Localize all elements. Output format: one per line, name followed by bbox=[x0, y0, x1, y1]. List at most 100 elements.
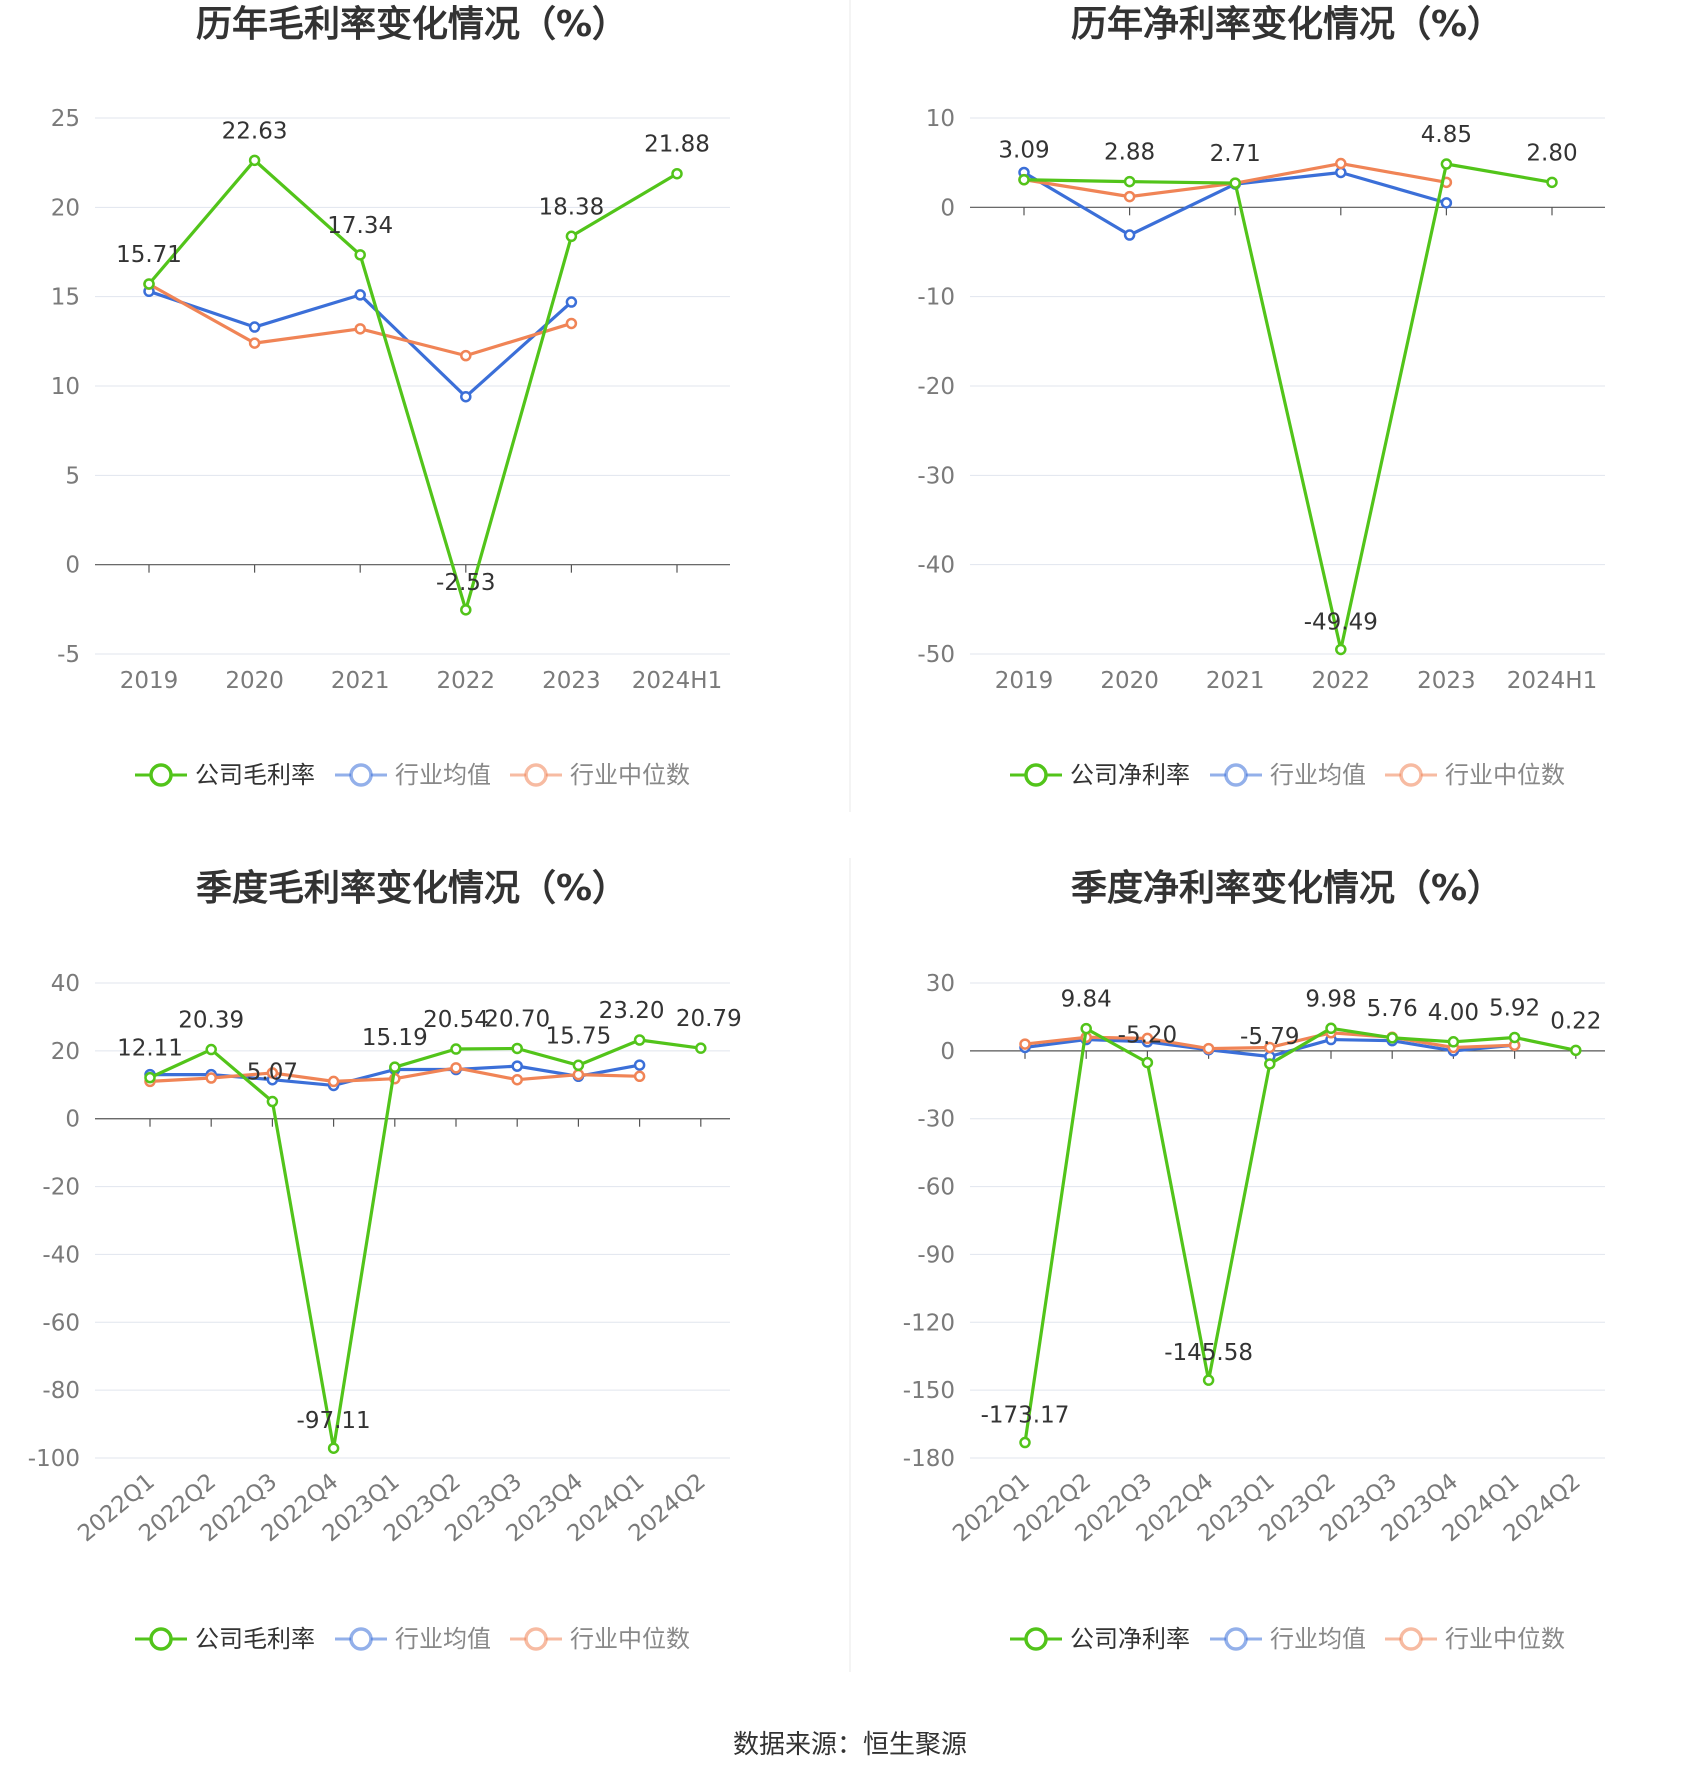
y-tick-label: -100 bbox=[28, 1446, 80, 1472]
data-label: -5.79 bbox=[1240, 1024, 1300, 1050]
x-tick-label: 2021 bbox=[1206, 668, 1265, 694]
series-point-1 bbox=[460, 390, 472, 403]
legend: 公司净利率 行业均值 行业中位数 bbox=[1010, 761, 1565, 789]
chart-panel-4: 季度净利率变化情况（%）300-30-60-90-120-150-1802022… bbox=[903, 867, 1605, 1653]
series-line-0 bbox=[147, 158, 678, 612]
series-point-2 bbox=[248, 337, 261, 349]
series-point-0 bbox=[572, 1059, 585, 1072]
series-point-0 bbox=[460, 604, 472, 616]
series-point-1 bbox=[633, 1059, 646, 1071]
legend-swatch-marker bbox=[149, 763, 173, 787]
legend-label: 公司净利率 bbox=[1070, 1625, 1190, 1653]
legend-swatch-marker bbox=[1024, 1627, 1048, 1651]
series-point-2 bbox=[1123, 190, 1136, 203]
y-tick-label: -10 bbox=[917, 285, 955, 311]
legend-swatch-marker bbox=[1399, 1627, 1423, 1651]
y-tick-label: -50 bbox=[917, 642, 955, 668]
legend: 公司毛利率 行业均值 行业中位数 bbox=[135, 1625, 690, 1653]
series-point-2 bbox=[572, 1068, 585, 1081]
series-point-1 bbox=[565, 296, 578, 308]
data-label: 5.92 bbox=[1489, 995, 1540, 1021]
series-point-0 bbox=[565, 230, 578, 243]
series-point-2 bbox=[1264, 1041, 1276, 1054]
series-point-2 bbox=[460, 349, 472, 362]
x-tick-label: 2024H1 bbox=[1507, 668, 1597, 694]
series-point-0 bbox=[1123, 175, 1136, 188]
series-point-2 bbox=[450, 1062, 462, 1074]
y-tick-label: 15 bbox=[51, 285, 80, 311]
chart-title: 季度净利率变化情况（%） bbox=[1071, 867, 1503, 909]
x-tick-label: 2019 bbox=[995, 668, 1054, 694]
legend-swatch-marker bbox=[1224, 763, 1248, 787]
legend-label: 行业均值 bbox=[1270, 1625, 1366, 1653]
series-point-0 bbox=[511, 1042, 523, 1055]
series-point-0 bbox=[1325, 1022, 1337, 1035]
series-point-0 bbox=[1546, 176, 1558, 189]
legend-swatch-marker bbox=[349, 763, 373, 787]
chart-panel-1: 历年毛利率变化情况（%） 25 20 15 10 5 0 -5 2019 2020 2021 2022… bbox=[51, 3, 730, 789]
legend-label: 行业中位数 bbox=[1445, 761, 1565, 789]
legend-swatch-marker bbox=[1399, 763, 1423, 787]
x-tick-label: 2020 bbox=[1100, 668, 1159, 694]
series-point-0 bbox=[1080, 1022, 1092, 1035]
series-line-0 bbox=[149, 1038, 702, 1450]
legend-swatch-marker bbox=[1024, 763, 1048, 787]
data-label: 20.54 bbox=[423, 1007, 489, 1033]
series-point-0 bbox=[1508, 1031, 1521, 1044]
legend-swatch-marker bbox=[149, 1627, 173, 1651]
legend: 公司毛利率 行业均值 行业中位数 bbox=[135, 761, 690, 789]
data-label: 5.07 bbox=[247, 1060, 298, 1086]
series-point-0 bbox=[1386, 1032, 1398, 1044]
series-point-0 bbox=[1264, 1058, 1276, 1070]
legend-swatch-marker bbox=[1224, 1627, 1248, 1651]
series-point-2 bbox=[1019, 1038, 1031, 1050]
legend-swatch-marker bbox=[524, 763, 548, 787]
data-label: -97.11 bbox=[297, 1408, 371, 1434]
y-tick-label: 5 bbox=[65, 463, 80, 489]
legend-label: 行业中位数 bbox=[570, 761, 690, 789]
series-point-2 bbox=[565, 317, 578, 330]
series-point-1 bbox=[1335, 166, 1347, 179]
x-tick-label: 2021 bbox=[331, 668, 390, 694]
series-point-0 bbox=[1202, 1374, 1215, 1386]
data-label: 9.84 bbox=[1061, 987, 1112, 1013]
series-point-0 bbox=[1335, 643, 1347, 656]
y-tick-label: 0 bbox=[65, 1107, 80, 1133]
series-point-2 bbox=[633, 1070, 646, 1083]
x-tick-label: 2022 bbox=[1312, 668, 1371, 694]
data-label: 4.00 bbox=[1428, 1000, 1479, 1026]
series-line-0 bbox=[1023, 162, 1553, 652]
data-label: 15.75 bbox=[545, 1023, 611, 1049]
series-point-0 bbox=[144, 1071, 156, 1084]
series-point-0 bbox=[327, 1442, 340, 1454]
y-tick-label: -80 bbox=[42, 1378, 80, 1404]
series-point-0 bbox=[389, 1061, 401, 1073]
legend-swatch-marker bbox=[524, 1627, 548, 1651]
data-label: 4.85 bbox=[1421, 122, 1472, 148]
x-tick-label: 2020 bbox=[225, 668, 284, 694]
series-line-0 bbox=[1023, 1026, 1577, 1443]
series-point-2 bbox=[1202, 1042, 1215, 1055]
legend-label: 行业均值 bbox=[395, 761, 491, 789]
y-tick-label: -20 bbox=[917, 374, 955, 400]
data-label: -2.53 bbox=[436, 570, 496, 596]
data-source-note: 数据来源：恒生聚源 bbox=[732, 1730, 967, 1760]
series-point-0 bbox=[671, 167, 683, 180]
series-point-2 bbox=[205, 1072, 217, 1084]
series-point-0 bbox=[143, 278, 155, 290]
data-label: 0.22 bbox=[1550, 1008, 1601, 1034]
series-point-1 bbox=[1440, 197, 1453, 209]
chart-title: 历年净利率变化情况（%） bbox=[1071, 3, 1503, 45]
y-tick-label: -40 bbox=[917, 553, 955, 579]
data-label: -5.20 bbox=[1118, 1023, 1178, 1049]
series-point-2 bbox=[1141, 1032, 1154, 1045]
data-label: -49.49 bbox=[1304, 609, 1378, 635]
series-point-2 bbox=[354, 323, 366, 335]
data-label: 20.79 bbox=[676, 1006, 742, 1032]
x-tick-label: 2019 bbox=[120, 668, 179, 694]
series-point-0 bbox=[695, 1042, 707, 1054]
series-point-0 bbox=[1229, 177, 1241, 189]
y-tick-label: 20 bbox=[51, 1039, 80, 1065]
data-label: 20.70 bbox=[484, 1006, 550, 1032]
